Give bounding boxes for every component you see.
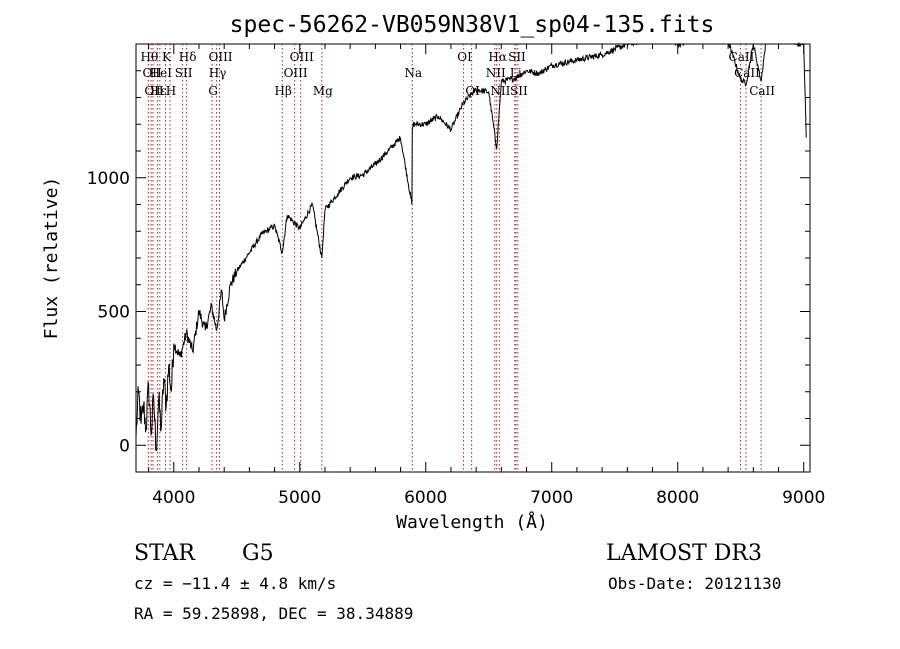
- y-tick-label-1: 500: [98, 303, 130, 323]
- x-tick-label-5: 9000: [782, 488, 825, 508]
- survey-name: LAMOST DR3: [606, 541, 762, 566]
- line-marker-label-22: Li: [510, 66, 522, 80]
- line-marker-label-2: OII: [144, 84, 164, 98]
- plot-frame: [135, 43, 811, 473]
- object-subclass: G5: [242, 541, 274, 566]
- line-marker-label-7: SII: [175, 66, 193, 80]
- y-tick-label-2: 1000: [87, 169, 130, 189]
- obs-date: Obs-Date: 20121130: [608, 574, 781, 593]
- line-marker-label-15: Mg: [313, 84, 333, 98]
- line-marker-label-17: OI: [457, 50, 472, 64]
- line-marker-label-27: CaII: [749, 84, 775, 98]
- line-markers: [147, 44, 762, 472]
- x-axis-ticks: 4000 5000 6000 7000 8000 9000: [148, 44, 825, 508]
- line-marker-label-10: Hγ: [209, 66, 227, 80]
- spectrum-line: [135, 42, 807, 452]
- line-marker-label-1: OII: [142, 66, 162, 80]
- y-axis-label: Flux (relative): [41, 177, 62, 340]
- line-marker-label-20: Hα: [488, 50, 507, 64]
- line-marker-label-5: K: [162, 50, 172, 64]
- line-marker-label-24: SII: [510, 84, 528, 98]
- x-tick-label-3: 7000: [530, 488, 573, 508]
- x-axis-label: Wavelength (Å): [396, 511, 548, 533]
- line-marker-label-12: Hβ: [275, 84, 292, 98]
- line-marker-label-18: OI: [465, 84, 480, 98]
- object-class: STAR: [134, 541, 196, 566]
- line-marker-label-19: NII: [486, 66, 506, 80]
- line-marker-label-8: Hδ: [179, 50, 197, 64]
- line-marker-label-3: Hε: [150, 84, 167, 98]
- line-marker-label-26: CaII: [734, 66, 760, 80]
- line-marker-label-16: Na: [404, 66, 422, 80]
- y-axis-ticks: 0 500 1000: [87, 70, 810, 473]
- line-marker-label-23: SII: [508, 50, 526, 64]
- line-marker-label-9: G: [208, 84, 218, 98]
- redshift-text: cz = −11.4 ± 4.8 km/s: [134, 574, 336, 593]
- line-marker-labels: HθOIIOIIHεHeIKHSIIHδGHγOIIIHβOIIIOIIIMgN…: [140, 50, 775, 98]
- line-marker-label-11: OIII: [208, 50, 232, 64]
- coordinates: RA = 59.25898, DEC = 38.34889: [134, 604, 413, 623]
- line-marker-label-0: Hθ: [140, 50, 158, 64]
- y-tick-label-0: 0: [119, 436, 130, 456]
- line-marker-label-13: OIII: [284, 66, 308, 80]
- spectrum-series: [135, 42, 807, 452]
- x-tick-label-0: 4000: [152, 488, 195, 508]
- chart-title: spec-56262-VB059N38V1_sp04-135.fits: [230, 12, 715, 38]
- x-tick-label-4: 8000: [656, 488, 699, 508]
- line-marker-label-6: H: [166, 84, 176, 98]
- line-marker-label-14: OIII: [290, 50, 314, 64]
- line-marker-label-4: HeI: [150, 66, 173, 80]
- x-tick-label-1: 5000: [278, 488, 321, 508]
- x-tick-label-2: 6000: [404, 488, 447, 508]
